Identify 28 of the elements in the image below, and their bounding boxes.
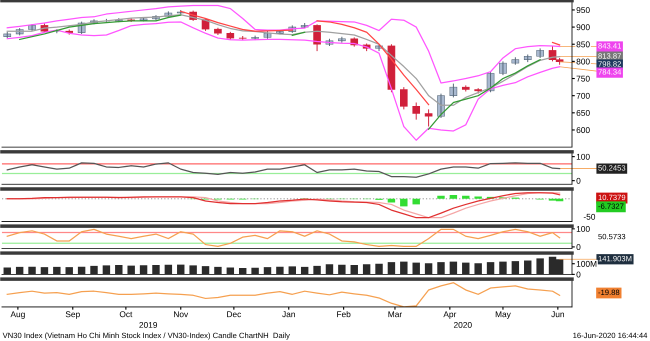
x-tick-label: Oct [120, 311, 132, 318]
x-tick-label: Nov [174, 311, 188, 318]
x-tick-label: Feb [337, 311, 350, 318]
y-tick-label: 700 [576, 92, 590, 99]
y-tick-label: 100 [576, 226, 590, 232]
y-tick-label: 0 [576, 244, 580, 250]
y-tick-label: 100 [576, 154, 590, 160]
x-tick-label: Jan [282, 311, 295, 318]
y-tick-label: 800 [576, 58, 590, 64]
text: -50 [584, 214, 596, 220]
y-tick-label: 100M [576, 260, 596, 267]
y-tick-label: 850 [576, 41, 590, 48]
y-tick-label: 950 [576, 7, 590, 14]
x-tick-label: Apr [443, 311, 456, 319]
y-tick-label: 900 [576, 24, 590, 30]
x-tick-label: Jun [551, 311, 564, 318]
x-tick-label: Dec [227, 311, 242, 318]
x-tick-label: Mar [388, 311, 402, 318]
x-tick-label: Sep [66, 311, 80, 319]
y-tick-label: 600 [576, 127, 590, 134]
y-tick-label: 0 [576, 178, 580, 184]
y-tick-label: 0 [576, 272, 580, 278]
text: 2020 [454, 322, 472, 328]
x-tick-label: Aug [10, 311, 25, 319]
x-tick-label: May [496, 311, 511, 319]
y-tick-label: 750 [576, 76, 590, 82]
y-tick-label: 650 [576, 110, 590, 116]
text: 2019 [139, 322, 158, 328]
